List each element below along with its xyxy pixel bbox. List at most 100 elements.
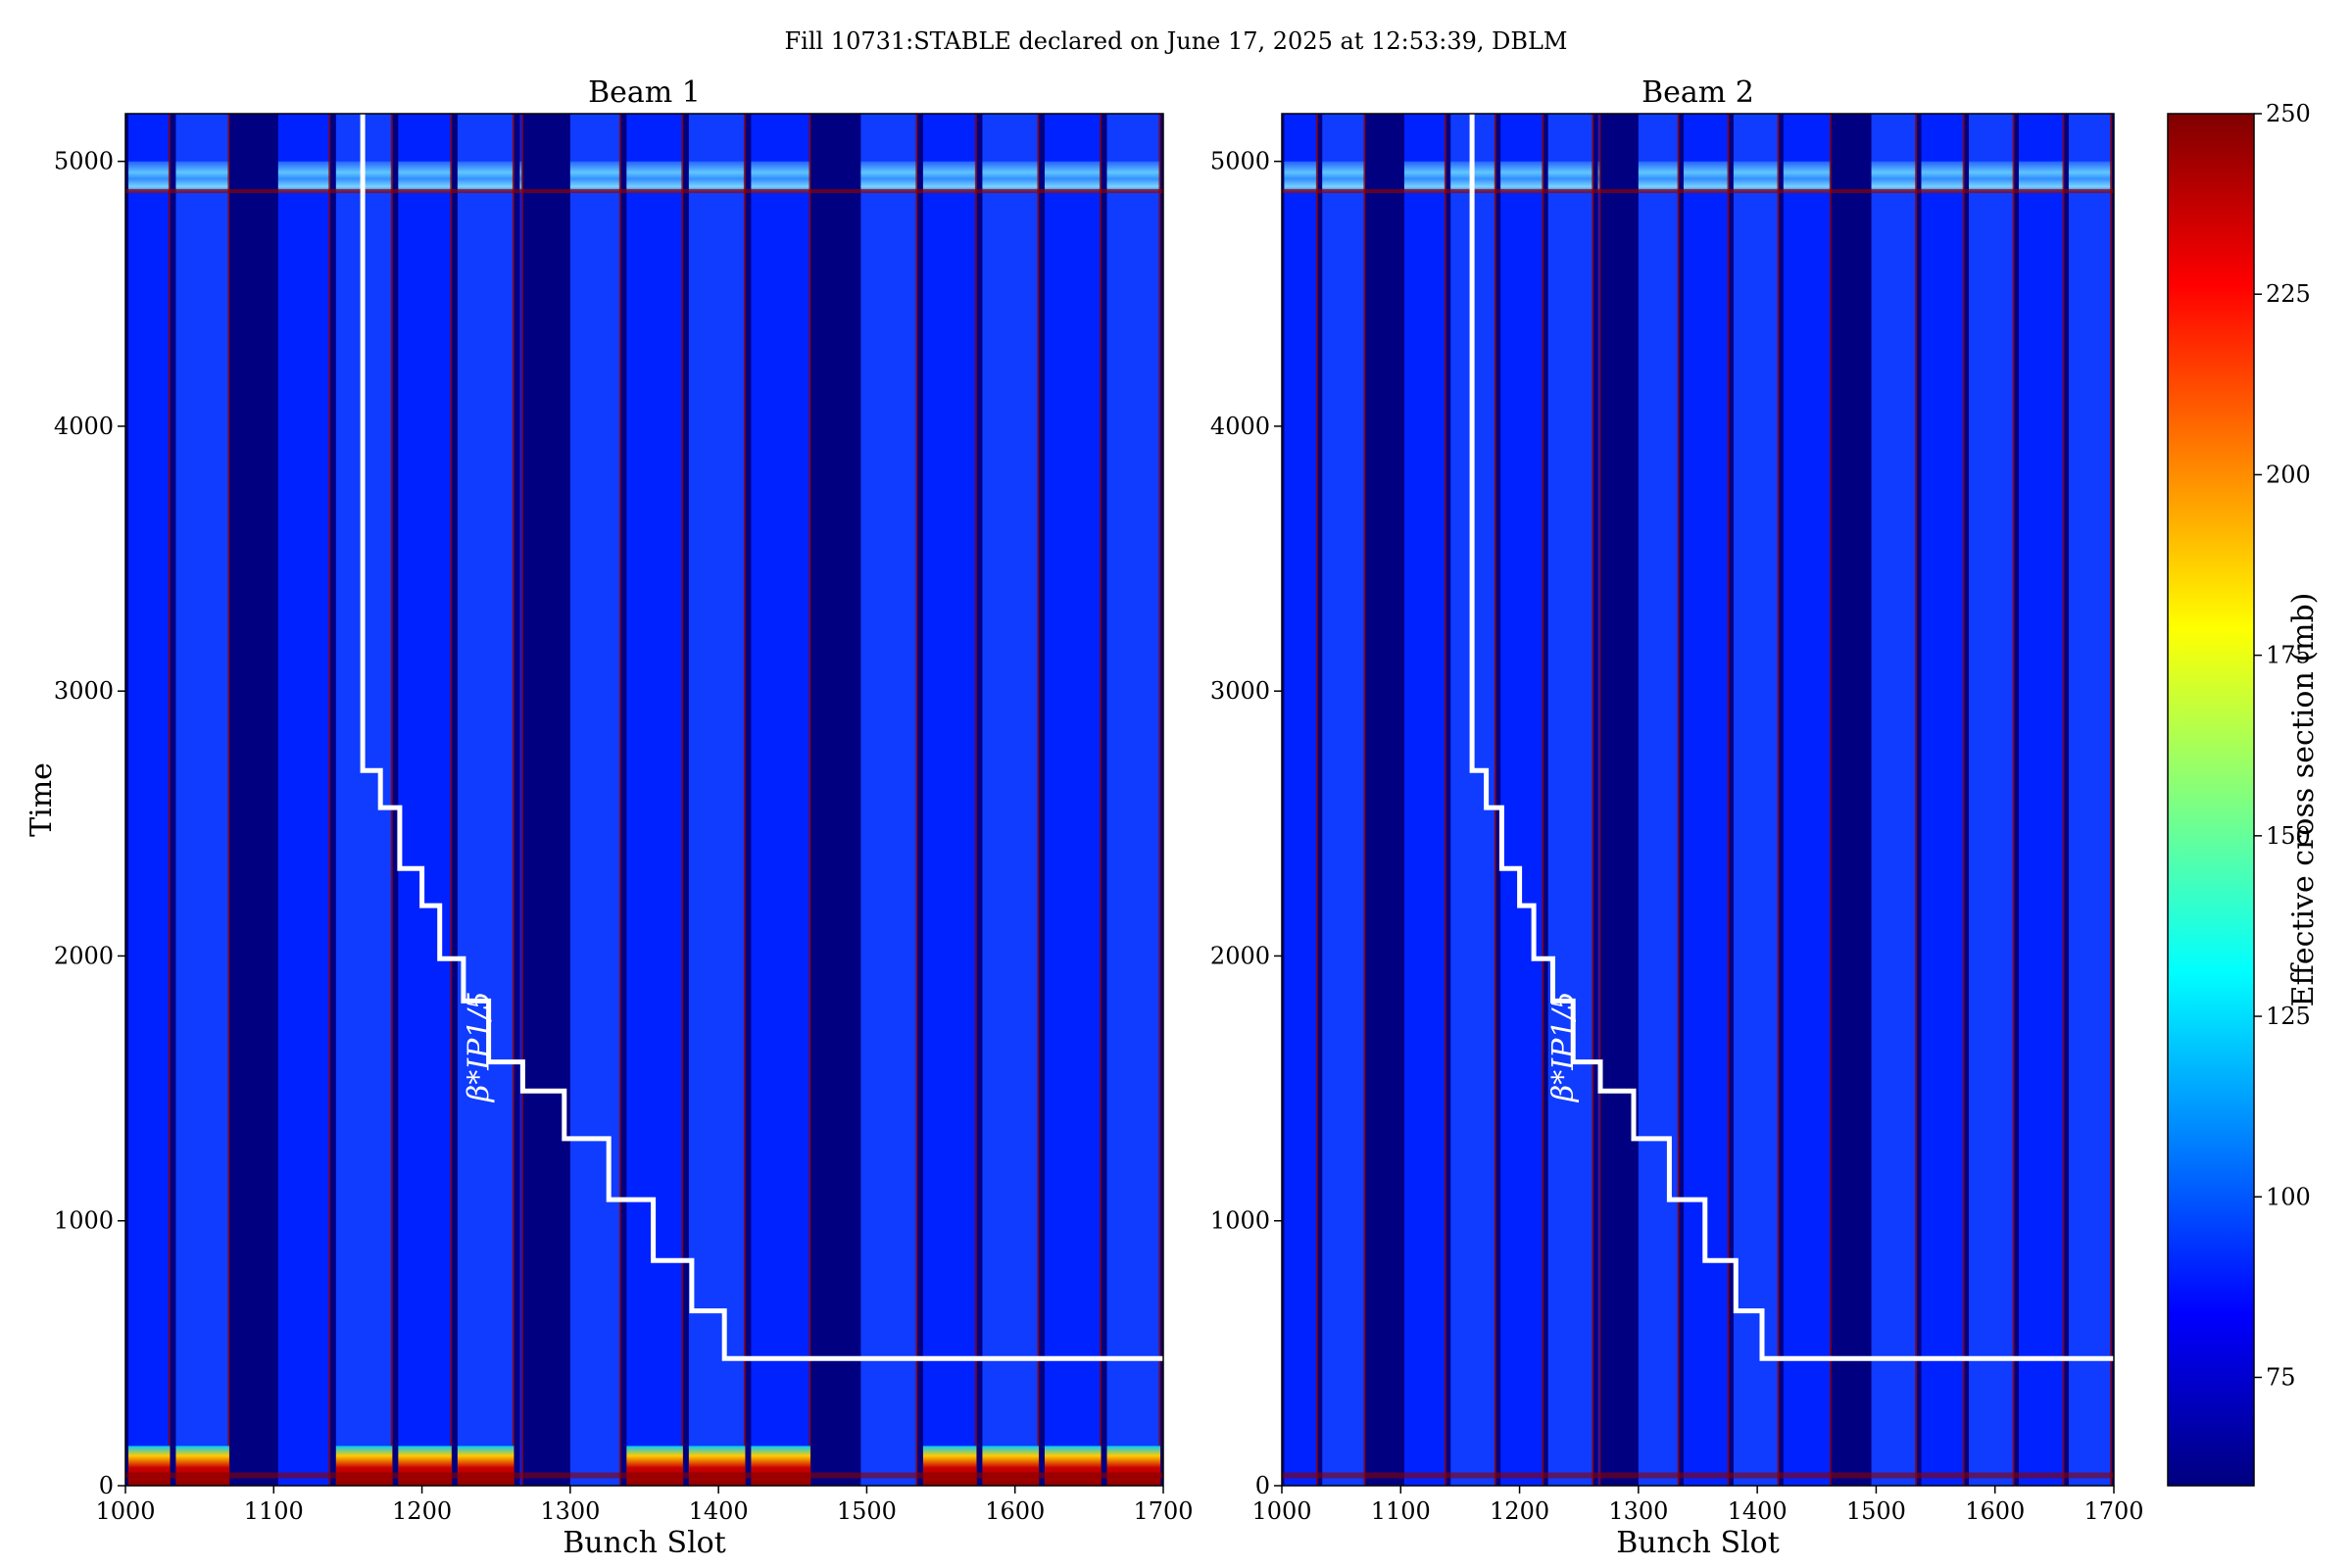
bunch-train-high-loss xyxy=(457,161,514,194)
bunch-train-band xyxy=(1284,114,1318,1486)
colorbar-tick-label: 100 xyxy=(2266,1183,2311,1210)
colorbar-tick-label: 175 xyxy=(2266,642,2311,669)
bunch-train-high-loss xyxy=(860,161,917,194)
burst-cell xyxy=(922,1446,977,1486)
bunch-train-edge xyxy=(168,114,171,1486)
bunch-train-edge xyxy=(1315,114,1318,1486)
bunch-train-edge xyxy=(2110,114,2113,1486)
heatmap-area xyxy=(1282,114,2114,1486)
bunch-train-edge xyxy=(618,114,621,1486)
loss-stripe xyxy=(1282,189,2114,194)
bunch-train-high-loss xyxy=(1638,161,1680,194)
bunch-train-high-loss xyxy=(175,161,229,194)
bunch-train-edge xyxy=(1829,114,1832,1486)
x-tick-label: 1300 xyxy=(1608,1497,1668,1525)
x-tick-label: 1600 xyxy=(1965,1497,2025,1525)
x-tick-label: 1400 xyxy=(689,1497,749,1525)
bunch-train-edge xyxy=(1727,114,1730,1486)
bunch-train-high-loss xyxy=(1403,161,1446,194)
bunch-train-high-loss xyxy=(1783,161,1832,194)
bunch-train-high-loss xyxy=(277,161,330,194)
colorbar-tick-label: 75 xyxy=(2266,1363,2296,1391)
y-tick-label: 1000 xyxy=(1210,1207,1270,1235)
bunch-train-edge xyxy=(450,114,453,1486)
panel-title: Beam 2 xyxy=(1642,75,1754,110)
y-tick-label: 5000 xyxy=(1210,148,1270,175)
bunch-train-band xyxy=(688,114,746,1486)
burst-cell xyxy=(398,1446,452,1486)
bunch-train-high-loss xyxy=(1871,161,1917,194)
burst-cell xyxy=(688,1446,746,1486)
y-tick-label: 0 xyxy=(1255,1472,1270,1499)
bunch-train-edge xyxy=(1542,114,1544,1486)
x-tick-label: 1400 xyxy=(1728,1497,1788,1525)
x-axis-label: Bunch Slot xyxy=(1616,1526,1780,1560)
bunch-train-band xyxy=(569,114,621,1486)
bunch-train-edge xyxy=(2012,114,2015,1486)
y-tick-label: 2000 xyxy=(1210,942,1270,969)
bunch-train-high-loss xyxy=(626,161,683,194)
bunch-train-edge xyxy=(743,114,746,1486)
bunch-train-band xyxy=(1871,114,1917,1486)
bunch-train-edge xyxy=(520,114,523,1486)
x-tick-label: 1300 xyxy=(540,1497,600,1525)
bunch-train-high-loss xyxy=(1683,161,1730,194)
bunch-train-edge xyxy=(1962,114,1965,1486)
burst-cell xyxy=(982,1446,1039,1486)
bunch-train-edge xyxy=(974,114,977,1486)
burst-cell xyxy=(626,1446,683,1486)
heatmap-area xyxy=(125,114,1163,1486)
burst-cell xyxy=(457,1446,514,1486)
bunch-train-band xyxy=(175,114,229,1486)
colorbar-ticks: 75 100 125 150 175 200 225 250 xyxy=(2254,100,2311,1391)
bunch-train-edge xyxy=(390,114,393,1486)
bunch-train-band xyxy=(1638,114,1680,1486)
bunch-train-high-loss xyxy=(1969,161,2015,194)
burst-cell xyxy=(751,1446,810,1486)
x-tick-label: 1600 xyxy=(985,1497,1045,1525)
figure-suptitle: Fill 10731:STABLE declared on June 17, 2… xyxy=(784,27,1567,55)
bunch-train-high-loss xyxy=(1284,161,1318,194)
bunch-train-band xyxy=(2068,114,2112,1486)
bunch-train-high-loss xyxy=(1733,161,1779,194)
bunch-train-band xyxy=(1322,114,1365,1486)
bunch-train-band xyxy=(1733,114,1779,1486)
bunch-train-high-loss xyxy=(2068,161,2112,194)
bunch-train-high-loss xyxy=(1044,161,1102,194)
bunch-train-edge xyxy=(1158,114,1161,1486)
bunch-train-edge xyxy=(1444,114,1446,1486)
bunch-train-band xyxy=(751,114,810,1486)
x-tick-label: 1000 xyxy=(95,1497,155,1525)
bunch-train-high-loss xyxy=(398,161,452,194)
burst-cell xyxy=(175,1446,229,1486)
bunch-train-high-loss xyxy=(688,161,746,194)
y-tick-label: 1000 xyxy=(54,1207,114,1235)
bunch-train-edge xyxy=(681,114,684,1486)
colorbar-tick-label: 200 xyxy=(2266,461,2311,488)
bunch-train-band xyxy=(1547,114,1593,1486)
bunch-train-edge xyxy=(1037,114,1040,1486)
colorbar-gradient xyxy=(2167,113,2255,1487)
bunch-train-high-loss xyxy=(1547,161,1593,194)
bunch-train-edge xyxy=(1592,114,1594,1486)
bunch-train-band xyxy=(1403,114,1446,1486)
bunch-train-edge xyxy=(1099,114,1102,1486)
panel-title: Beam 1 xyxy=(588,75,701,110)
bunch-train-band xyxy=(922,114,977,1486)
beam-1-panel: β*IP1/5 1000 1100 1200 1300 1400 1500 1600 1700 0… xyxy=(24,75,1194,1560)
burst-cell xyxy=(1044,1446,1102,1486)
beta-star-annotation: β*IP1/5 xyxy=(463,991,497,1102)
burst-cell xyxy=(335,1446,393,1486)
bunch-train-high-loss xyxy=(982,161,1039,194)
bunch-train-high-loss xyxy=(569,161,621,194)
y-tick-label: 5000 xyxy=(54,148,114,175)
bunch-train-high-loss xyxy=(1322,161,1365,194)
colorbar-tick-label: 125 xyxy=(2266,1003,2311,1030)
bunch-train-high-loss xyxy=(1106,161,1160,194)
y-axis-label: Time xyxy=(24,762,59,837)
colorbar-tick-label: 150 xyxy=(2266,822,2311,850)
bunch-train-edge xyxy=(1677,114,1680,1486)
bunch-train-band xyxy=(982,114,1039,1486)
bunch-train-edge xyxy=(808,114,811,1486)
